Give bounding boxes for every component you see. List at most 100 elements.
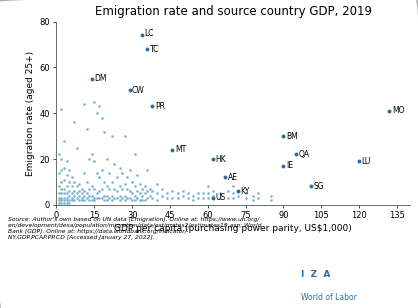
Point	[119, 170, 125, 175]
Point	[124, 196, 130, 201]
Point	[58, 186, 65, 191]
Point	[58, 196, 65, 201]
Text: HK: HK	[215, 155, 226, 164]
Point	[63, 191, 70, 196]
Point	[217, 196, 224, 201]
Point	[250, 193, 257, 198]
Text: KY: KY	[241, 187, 250, 196]
Point	[68, 191, 75, 196]
Text: PR: PR	[155, 102, 165, 111]
Point	[131, 184, 138, 189]
Title: Emigration rate and source country GDP, 2019: Emigration rate and source country GDP, …	[94, 5, 372, 18]
Point	[268, 198, 274, 203]
Point	[94, 111, 100, 116]
Point	[250, 198, 257, 203]
Point	[71, 193, 77, 198]
Point	[280, 134, 287, 139]
Point	[58, 180, 65, 184]
Text: QA: QA	[298, 150, 310, 159]
Text: US: US	[215, 193, 226, 202]
Point	[146, 193, 153, 198]
Text: LU: LU	[362, 157, 371, 166]
Point	[144, 47, 150, 51]
Point	[101, 193, 108, 198]
Point	[56, 200, 62, 205]
Point	[66, 200, 72, 205]
Point	[268, 193, 274, 198]
Point	[63, 196, 70, 201]
Point	[159, 193, 166, 198]
Point	[61, 138, 67, 143]
X-axis label: GDP per capita (purchasing power parity, US$1,000): GDP per capita (purchasing power parity,…	[114, 224, 352, 233]
Point	[66, 198, 72, 203]
Point	[124, 186, 130, 191]
Point	[89, 193, 95, 198]
Point	[134, 188, 140, 193]
Point	[224, 188, 231, 193]
Point	[141, 191, 148, 196]
Point	[174, 191, 181, 196]
Point	[126, 88, 133, 93]
Point	[204, 196, 211, 201]
Point	[146, 186, 153, 191]
Point	[96, 104, 103, 109]
Point	[76, 182, 82, 187]
Point	[242, 196, 249, 201]
Point	[149, 188, 155, 193]
Point	[104, 198, 110, 203]
Point	[73, 191, 80, 196]
Point	[164, 191, 171, 196]
Text: LC: LC	[145, 29, 154, 38]
Point	[184, 191, 191, 196]
Point	[255, 196, 262, 201]
Text: TC: TC	[150, 45, 159, 54]
Point	[91, 198, 98, 203]
Point	[78, 191, 85, 196]
Point	[106, 196, 113, 201]
Point	[124, 175, 130, 180]
Point	[91, 99, 98, 104]
Point	[71, 120, 77, 125]
Point	[86, 193, 92, 198]
Point	[99, 186, 105, 191]
Point	[144, 188, 150, 193]
Point	[114, 175, 120, 180]
Point	[104, 156, 110, 161]
Point	[179, 193, 186, 198]
Point	[116, 193, 123, 198]
Point	[94, 196, 100, 201]
Point	[179, 188, 186, 193]
Point	[116, 198, 123, 203]
Point	[131, 198, 138, 203]
Point	[114, 188, 120, 193]
Point	[121, 193, 128, 198]
Point	[83, 191, 90, 196]
Point	[149, 104, 155, 109]
Point	[139, 186, 145, 191]
Point	[61, 200, 67, 205]
Point	[209, 156, 216, 161]
Point	[121, 134, 128, 139]
Point	[154, 182, 161, 187]
Point	[126, 168, 133, 173]
Point	[114, 196, 120, 201]
Point	[169, 196, 176, 201]
Point	[99, 168, 105, 173]
Point	[61, 191, 67, 196]
Point	[189, 193, 196, 198]
Point	[63, 200, 70, 205]
Point	[199, 191, 206, 196]
Point	[61, 166, 67, 171]
Point	[139, 198, 145, 203]
Point	[119, 186, 125, 191]
Point	[199, 196, 206, 201]
Text: Source: Author's own based on UN data (Emigration). Online at: https://www.un.or: Source: Author's own based on UN data (E…	[8, 217, 262, 240]
Point	[89, 198, 95, 203]
Point	[68, 196, 75, 201]
Point	[76, 198, 82, 203]
Point	[96, 196, 103, 201]
Point	[109, 193, 115, 198]
Point	[136, 182, 143, 187]
Point	[134, 172, 140, 177]
Point	[293, 152, 299, 157]
